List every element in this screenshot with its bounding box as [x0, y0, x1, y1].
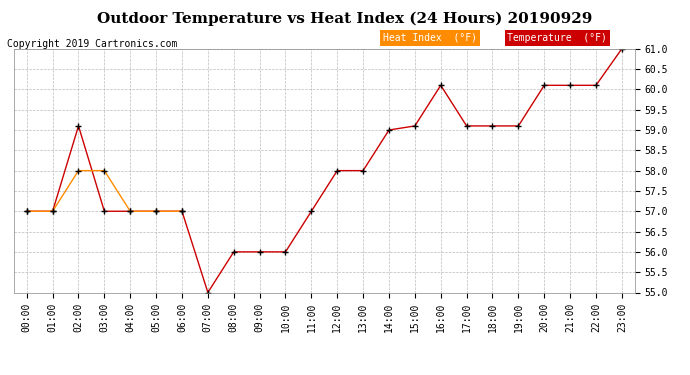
Text: Heat Index  (°F): Heat Index (°F) [384, 33, 477, 43]
Text: Temperature  (°F): Temperature (°F) [508, 33, 607, 43]
Text: Copyright 2019 Cartronics.com: Copyright 2019 Cartronics.com [7, 39, 177, 50]
Text: Outdoor Temperature vs Heat Index (24 Hours) 20190929: Outdoor Temperature vs Heat Index (24 Ho… [97, 11, 593, 26]
